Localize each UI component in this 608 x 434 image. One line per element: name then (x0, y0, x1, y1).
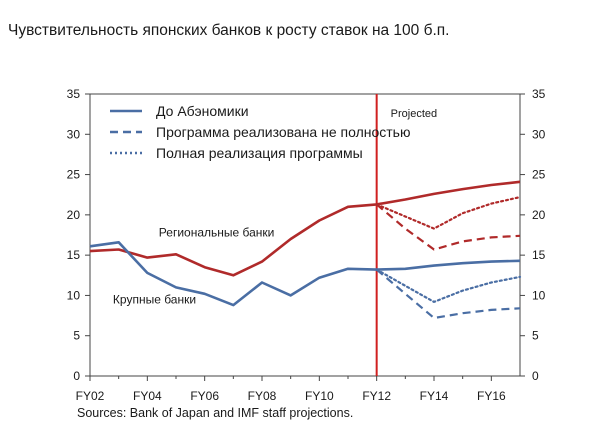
y-tick-label-left-25: 25 (67, 168, 81, 182)
y-tick-label-left-20: 20 (67, 208, 81, 222)
y-tick-label-left-0: 0 (73, 369, 80, 383)
x-tick-label-2006: FY06 (190, 389, 219, 403)
projection-label: Projected (391, 108, 437, 120)
y-tick-label-right-10: 10 (532, 288, 546, 302)
series-line-regional-before (89, 180, 521, 277)
series-line-major-partial (375, 268, 521, 320)
y-tick-label-left-15: 15 (67, 248, 81, 262)
y-tick-label-right-20: 20 (532, 208, 546, 222)
x-axis: FY02 FY04 FY06 FY08 FY10 FY12 FY14 FY16 (76, 376, 506, 403)
y-tick-label-left-10: 10 (67, 288, 81, 302)
x-tick-label-2002: FY02 (76, 389, 105, 403)
group-label-1: Крупные банки (113, 292, 196, 306)
legend: До Абэномики Программа реализована не пол… (110, 103, 410, 161)
y-tick-label-right-15: 15 (532, 248, 546, 262)
y-tick-label-right-25: 25 (532, 168, 546, 182)
y-tick-label-right-30: 30 (532, 127, 546, 141)
x-tick-label-2014: FY14 (420, 389, 449, 403)
series-lines (89, 180, 522, 320)
y-tick-label-right-5: 5 (532, 329, 539, 343)
legend-label-dashed: Программа реализована не полностью (156, 124, 410, 140)
plot-frame (89, 93, 521, 377)
x-tick-label-2008: FY08 (248, 389, 277, 403)
group-labels: Региональные банки Крупные банки (113, 226, 274, 307)
legend-label-solid: До Абэномики (156, 103, 249, 119)
source-note: Sources: Bank of Japan and IMF staff pro… (77, 406, 354, 420)
series-line-regional-full (375, 196, 522, 230)
y-tick-label-right-0: 0 (532, 369, 539, 383)
x-tick-label-2012: FY12 (362, 389, 391, 403)
x-tick-label-2016: FY16 (477, 389, 506, 403)
legend-label-dotted: Полная реализация программы (156, 145, 363, 161)
x-tick-label-2004: FY04 (133, 389, 162, 403)
y-axis-left: 0 5 10 15 20 25 30 35 (67, 87, 90, 383)
series-line-major-full (375, 268, 522, 303)
projection-marker: Projected (375, 94, 437, 376)
y-axis-right: 0 5 10 15 20 25 30 35 (520, 87, 546, 383)
chart-title: Чувствительность японских банков к росту… (8, 22, 450, 39)
x-tick-label-2010: FY10 (305, 389, 334, 403)
group-label-0: Региональные банки (159, 226, 275, 240)
y-tick-label-left-35: 35 (67, 87, 81, 101)
series-line-major-before (89, 241, 521, 307)
y-tick-label-left-30: 30 (67, 127, 81, 141)
series-line-regional-partial (375, 203, 521, 251)
y-tick-label-right-35: 35 (532, 87, 546, 101)
y-tick-label-left-5: 5 (73, 329, 80, 343)
